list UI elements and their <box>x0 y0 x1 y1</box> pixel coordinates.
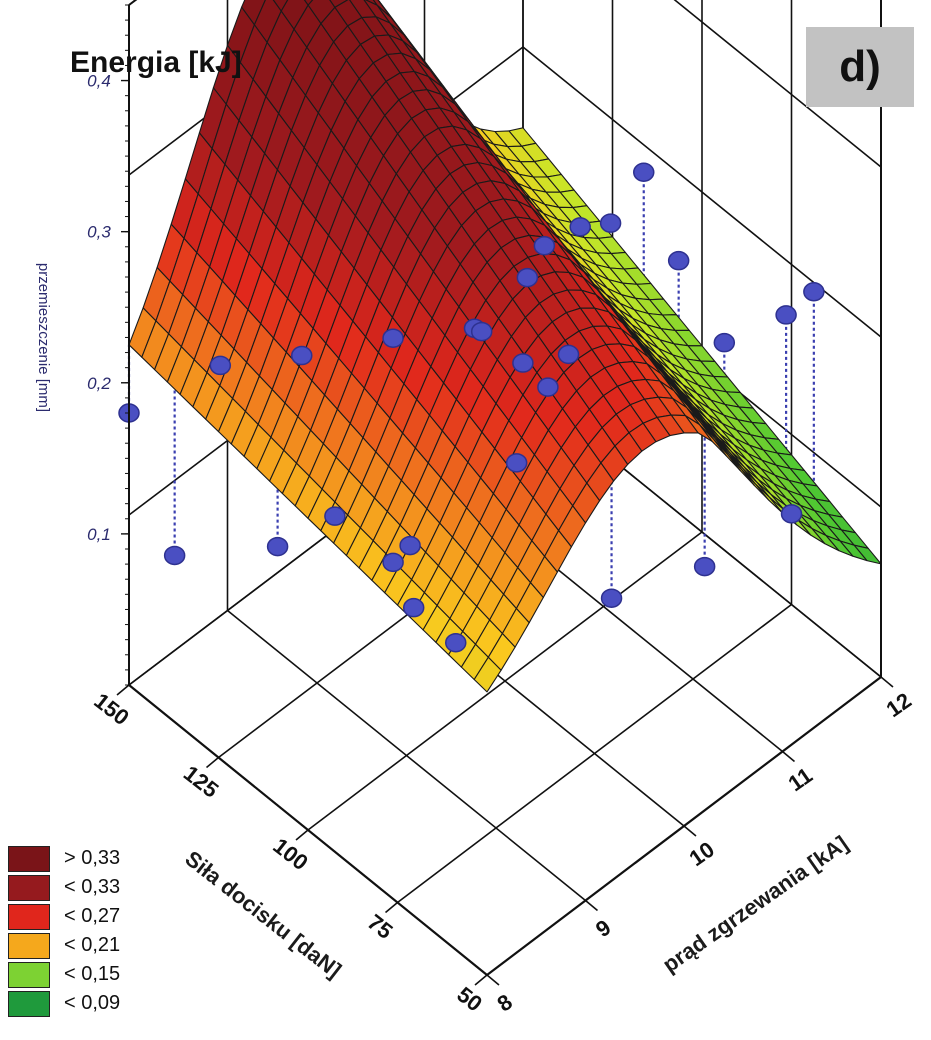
x-tick <box>880 676 894 688</box>
legend-label: < 0,15 <box>64 963 121 985</box>
legend-label: < 0,09 <box>64 992 121 1014</box>
legend-label: < 0,21 <box>64 934 121 956</box>
surface-cell <box>473 656 502 693</box>
x-tick <box>486 974 500 986</box>
legend-label: < 0,33 <box>64 876 121 898</box>
legend-label: < 0,27 <box>64 905 121 927</box>
y-tick-label: 75 <box>363 909 398 944</box>
data-point <box>470 321 493 342</box>
y-tick-label: 100 <box>268 833 312 875</box>
data-point <box>209 355 232 376</box>
legend-item: < 0,21 <box>8 931 120 960</box>
data-point <box>667 250 690 271</box>
data-point <box>775 305 797 325</box>
data-point <box>382 552 404 573</box>
z-axis-title: przemieszczenie [mm] <box>35 263 52 412</box>
legend-swatch <box>8 903 50 930</box>
data-point <box>557 344 580 365</box>
data-point <box>533 235 556 256</box>
data-point <box>505 453 528 473</box>
surface-cell <box>272 0 289 12</box>
data-point <box>382 328 404 348</box>
x-tick <box>781 750 796 763</box>
x-tick-label: 11 <box>783 762 816 796</box>
y-tick <box>205 756 220 769</box>
z-tick-label: 0,2 <box>87 374 111 393</box>
data-point <box>163 545 186 566</box>
legend-item: < 0,33 <box>8 873 120 902</box>
legend-swatch <box>8 874 50 901</box>
x-tick-label: 12 <box>882 688 916 723</box>
x-tick <box>584 899 599 912</box>
legend-swatch <box>8 990 50 1017</box>
data-point <box>633 162 655 182</box>
y-tick <box>295 829 309 841</box>
data-point <box>537 377 559 397</box>
data-point <box>445 632 467 653</box>
x-tick <box>683 825 697 837</box>
data-point <box>291 345 313 366</box>
y-tick <box>474 974 488 986</box>
data-point <box>399 535 421 556</box>
y-tick-label: 150 <box>89 688 133 730</box>
legend: > 0,33 < 0,33 < 0,27 < 0,21 < 0,15 < 0,0… <box>8 844 120 1018</box>
data-point <box>324 506 346 526</box>
response-surface <box>128 0 882 693</box>
y-tick <box>384 901 399 914</box>
y-tick <box>116 684 130 696</box>
legend-swatch <box>8 932 50 959</box>
data-point <box>402 597 425 618</box>
x-tick-label: 10 <box>685 837 719 872</box>
legend-item: < 0,15 <box>8 960 120 989</box>
x-tick-label: 8 <box>493 989 517 1017</box>
y-tick-label: 50 <box>452 982 487 1017</box>
legend-item: > 0,33 <box>8 844 120 873</box>
z-tick-label: 0,3 <box>87 223 111 242</box>
legend-swatch <box>8 961 50 988</box>
data-point <box>600 588 623 608</box>
legend-item: < 0,27 <box>8 902 120 931</box>
surface-cell <box>303 0 314 6</box>
data-point <box>693 556 716 577</box>
legend-swatch <box>8 845 50 872</box>
data-point <box>569 217 591 237</box>
chart-title: Energia [kJ] <box>70 46 242 79</box>
data-point <box>266 536 289 557</box>
y-tick-label: 125 <box>179 760 223 802</box>
data-point <box>512 353 534 373</box>
z-tick-label: 0,4 <box>87 72 111 91</box>
data-points <box>118 162 825 653</box>
data-point <box>803 282 825 302</box>
data-point <box>780 504 803 524</box>
floor-gridline <box>307 531 703 831</box>
x-tick-label: 9 <box>591 915 615 943</box>
z-tick-label: 0,1 <box>87 525 111 544</box>
data-point <box>516 267 539 288</box>
panel-label: d) <box>806 27 914 107</box>
wall-gridline <box>673 0 882 168</box>
data-point <box>599 213 622 233</box>
data-point <box>713 332 736 353</box>
legend-item: < 0,09 <box>8 989 120 1018</box>
y-axis-title: Siła docisku [daN] <box>180 846 346 983</box>
legend-label: > 0,33 <box>64 847 121 869</box>
